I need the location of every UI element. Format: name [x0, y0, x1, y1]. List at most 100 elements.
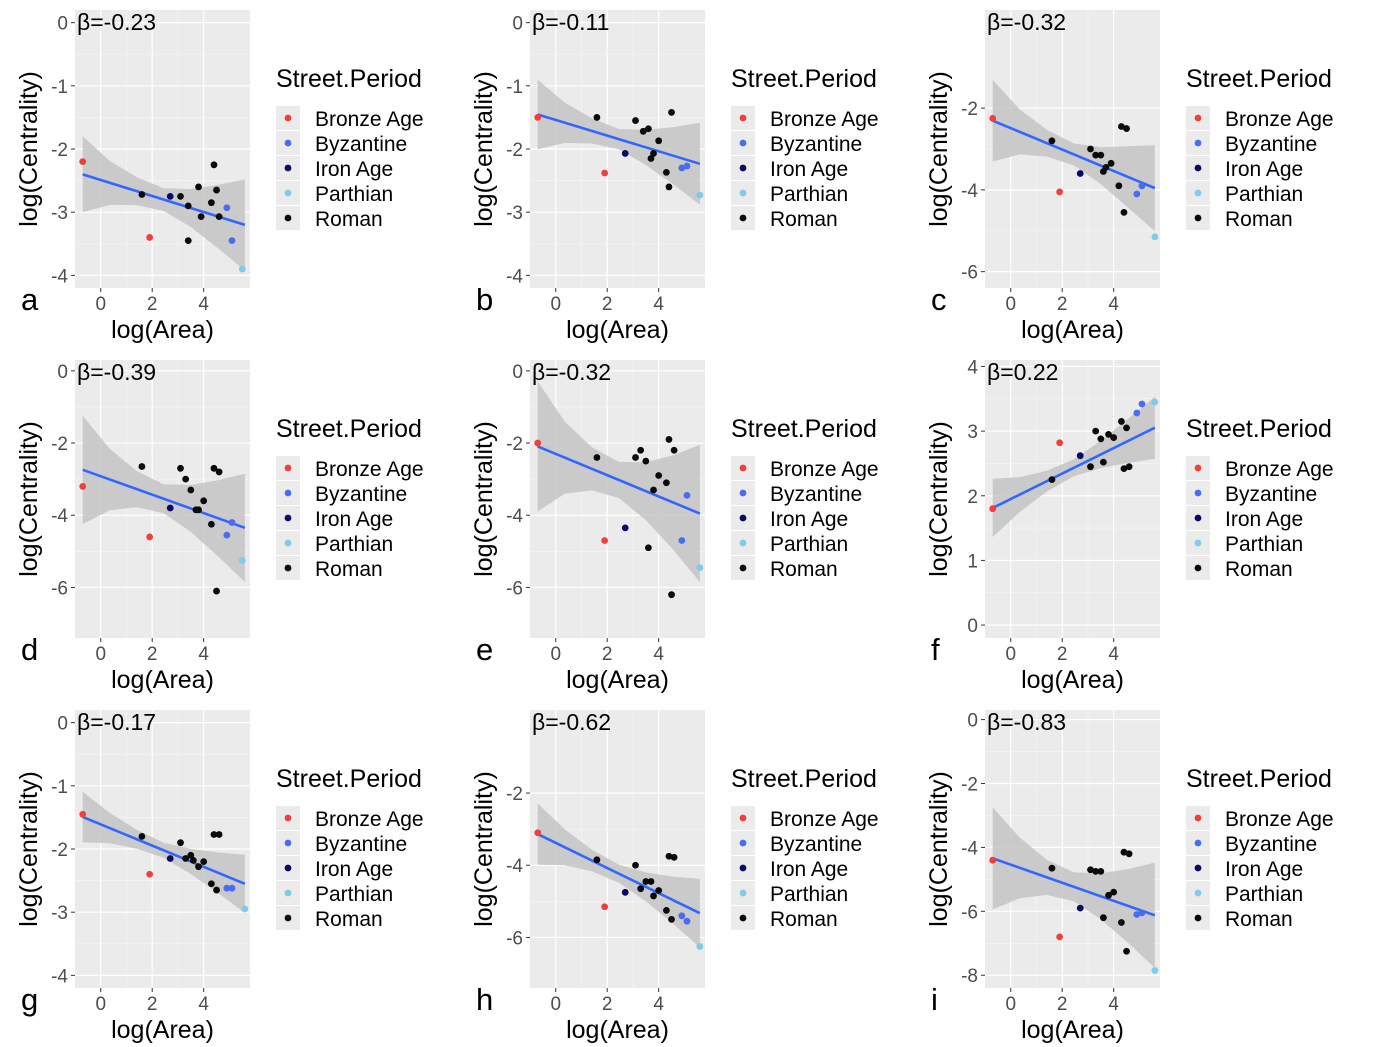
beta-annotation: β=-0.83	[987, 709, 1066, 735]
data-point	[1056, 933, 1064, 941]
y-axis-title: log(Centrality)	[925, 421, 953, 577]
data-point	[1076, 170, 1084, 177]
data-point	[678, 912, 686, 920]
data-point	[177, 192, 184, 200]
data-point	[662, 168, 670, 176]
data-point	[213, 587, 220, 595]
legend-label: Byzantine	[770, 833, 862, 856]
x-axis-title: log(Area)	[1021, 1016, 1124, 1044]
y-tick-label: 0	[967, 616, 978, 637]
y-axis-title: log(Centrality)	[470, 771, 498, 927]
y-tick-label: -2	[506, 140, 523, 161]
data-point	[1120, 465, 1128, 473]
panel-letter: h	[476, 982, 493, 1017]
legend-key-bronze-age	[1194, 114, 1202, 122]
legend-key-byzantine	[739, 489, 747, 497]
data-point	[1138, 400, 1146, 408]
data-point	[138, 191, 146, 198]
legend-key-iron-age	[284, 164, 292, 172]
data-point	[228, 519, 236, 526]
beta-annotation: β=-0.32	[987, 9, 1066, 35]
legend-key-parthian	[1194, 189, 1202, 197]
legend-label: Roman	[315, 558, 383, 581]
data-point	[601, 537, 609, 544]
legend-key-bronze-age	[739, 114, 747, 122]
beta-annotation: β=-0.23	[77, 9, 156, 35]
panel-letter: i	[931, 982, 938, 1017]
data-point	[207, 199, 215, 207]
data-point	[593, 114, 601, 121]
data-point	[655, 472, 663, 479]
data-point	[79, 158, 87, 166]
data-point	[200, 497, 208, 505]
data-point	[534, 829, 542, 837]
legend-label: Bronze Age	[315, 458, 424, 481]
data-point	[1123, 424, 1130, 432]
data-point	[1048, 476, 1056, 484]
data-point	[1125, 463, 1133, 471]
data-point	[650, 486, 657, 494]
data-point	[696, 191, 704, 199]
data-point	[1087, 145, 1094, 153]
x-tick-label: 0	[1005, 994, 1016, 1015]
data-point	[665, 183, 673, 191]
x-tick-label: 2	[1057, 994, 1068, 1015]
data-point	[1120, 208, 1128, 216]
legend-label: Bronze Age	[1225, 808, 1334, 831]
panel-letter: c	[931, 282, 947, 317]
legend-label: Byzantine	[315, 483, 407, 506]
y-tick-label: 1	[967, 551, 978, 572]
data-point	[166, 504, 174, 512]
regression-line	[992, 857, 1156, 917]
data-point	[696, 943, 704, 950]
data-point	[1048, 864, 1056, 872]
legend-key-parthian	[739, 539, 747, 547]
regression-line	[537, 445, 701, 515]
data-point	[632, 861, 639, 869]
y-tick-label: 4	[967, 357, 978, 378]
panel-letter: e	[476, 632, 493, 667]
panel-letter: g	[21, 982, 38, 1017]
panel-letter: f	[931, 632, 940, 667]
data-point	[1110, 888, 1118, 896]
x-tick-label: 0	[95, 994, 106, 1015]
legend-key-parthian	[739, 189, 747, 197]
x-axis-title: log(Area)	[566, 1016, 669, 1044]
y-tick-label: 0	[512, 362, 523, 383]
legend-key-roman	[739, 564, 747, 572]
data-point	[644, 544, 652, 552]
y-tick-label: 0	[57, 14, 68, 35]
data-point	[662, 479, 670, 487]
data-point	[241, 905, 249, 913]
chart-panel-e: 0 2 4 0 -2 -4 -6 β=-0.32 e log(Area) log(Centralit…	[470, 359, 879, 694]
data-point	[989, 114, 997, 122]
data-point	[1092, 867, 1100, 875]
y-tick-label: -4	[961, 181, 978, 202]
legend-label: Parthian	[770, 883, 848, 906]
legend-label: Roman	[1225, 208, 1293, 231]
data-point	[668, 916, 675, 923]
data-point	[1097, 151, 1105, 159]
data-point	[1125, 850, 1133, 858]
chart-panel-h: 0 2 4 -2 -4 -6 β=-0.62 h log(Area) log(Centrality…	[470, 709, 879, 1044]
data-point	[195, 506, 202, 514]
data-point	[534, 114, 542, 121]
legend-label: Parthian	[315, 533, 393, 556]
data-point	[621, 524, 629, 532]
y-tick-label: -6	[506, 578, 523, 599]
data-point	[213, 186, 220, 194]
chart-panel-g: 0 2 4 0 -1 -2 -3 -4 β=-0.17 g log(Area) log(Central…	[15, 709, 424, 1044]
data-point	[1151, 398, 1159, 406]
data-point	[1115, 182, 1123, 190]
y-tick-label: -6	[961, 902, 978, 923]
data-point	[668, 591, 675, 599]
panel-letter: a	[21, 282, 39, 317]
data-point	[655, 137, 663, 145]
data-point	[207, 880, 215, 888]
y-tick-label: -2	[961, 774, 978, 795]
y-tick-label: -2	[506, 434, 523, 455]
x-axis-title: log(Area)	[111, 1016, 214, 1044]
